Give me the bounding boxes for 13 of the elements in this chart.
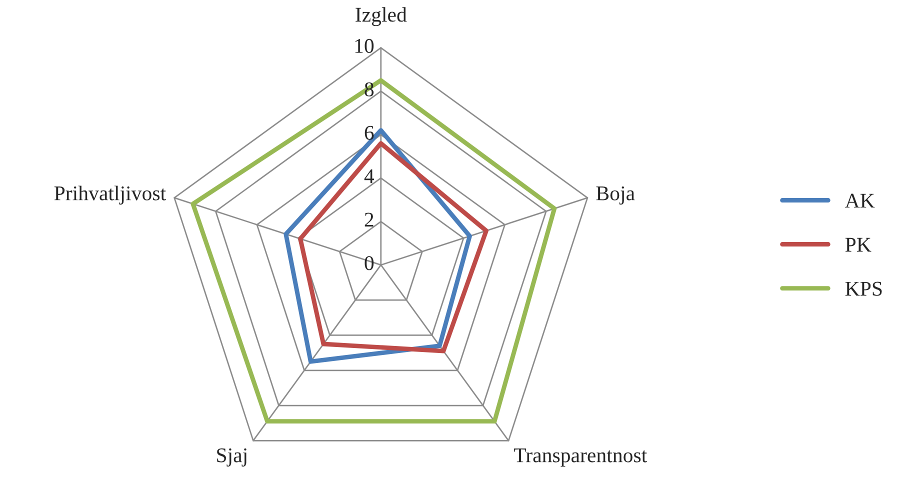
- y-tick-label: 4: [364, 169, 374, 184]
- legend-label: AK: [845, 194, 875, 208]
- spoke-label: Prihvatljivost: [54, 186, 166, 205]
- legend-label: PK: [845, 238, 872, 252]
- spoke-label: Sjaj: [217, 448, 246, 467]
- y-tick-label: 6: [364, 126, 374, 140]
- legend-label: KPS: [845, 282, 882, 296]
- y-tick-label: 2: [364, 212, 374, 227]
- spoke-label: Izgled: [356, 7, 407, 26]
- spoke-label: Boja: [596, 186, 635, 205]
- y-tick-label: 0: [364, 256, 374, 270]
- spoke-label: Transparentnost: [514, 448, 648, 467]
- y-tick-label: 10: [355, 38, 374, 53]
